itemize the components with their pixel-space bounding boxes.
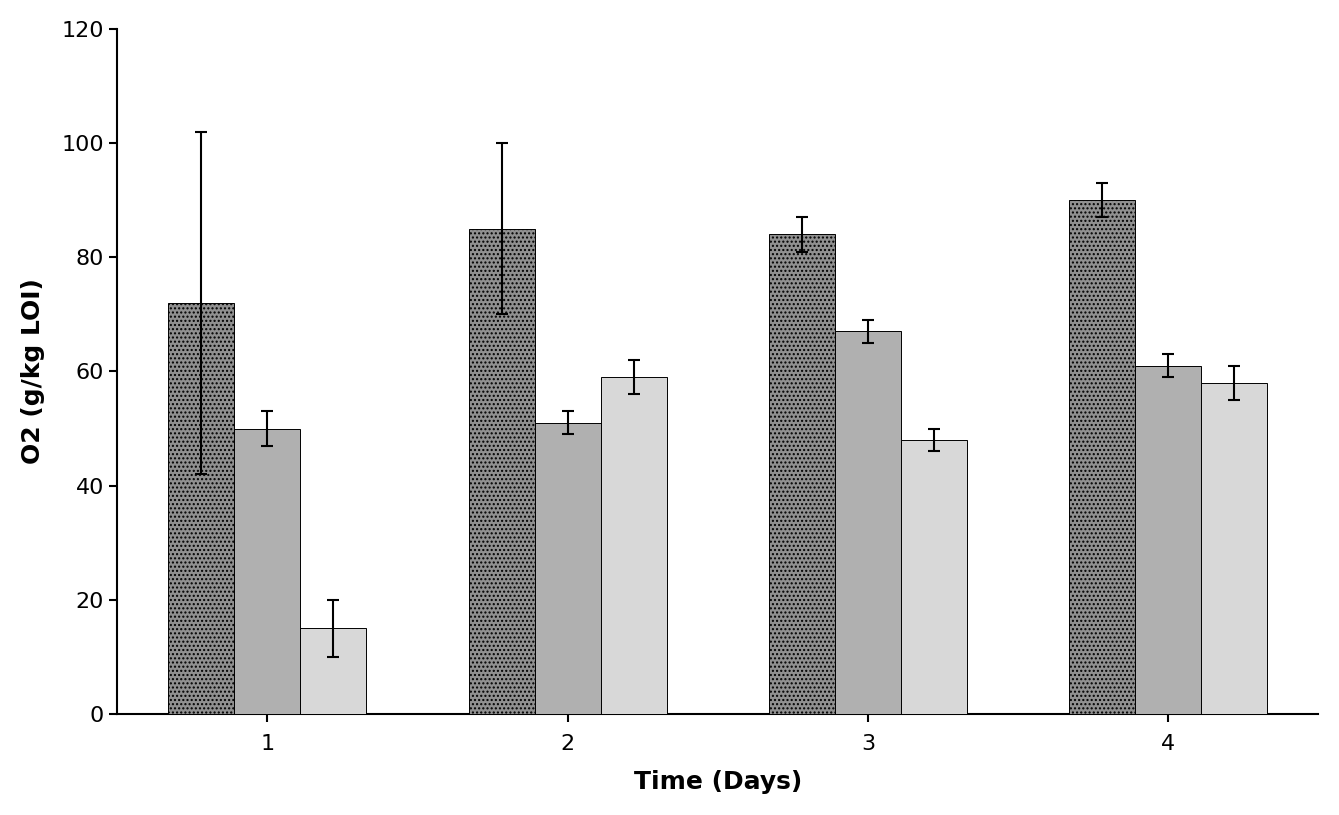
Bar: [1135, 366, 1201, 714]
Bar: [300, 628, 367, 714]
Y-axis label: O2 (g/kg LOI): O2 (g/kg LOI): [21, 279, 44, 465]
Bar: [469, 229, 534, 714]
Bar: [1069, 200, 1135, 714]
Bar: [534, 423, 601, 714]
Bar: [901, 440, 967, 714]
Bar: [834, 332, 901, 714]
Bar: [1201, 383, 1267, 714]
Bar: [234, 429, 300, 714]
X-axis label: Time (Days): Time (Days): [633, 770, 802, 794]
Bar: [601, 377, 667, 714]
Bar: [169, 303, 234, 714]
Bar: [769, 235, 834, 714]
